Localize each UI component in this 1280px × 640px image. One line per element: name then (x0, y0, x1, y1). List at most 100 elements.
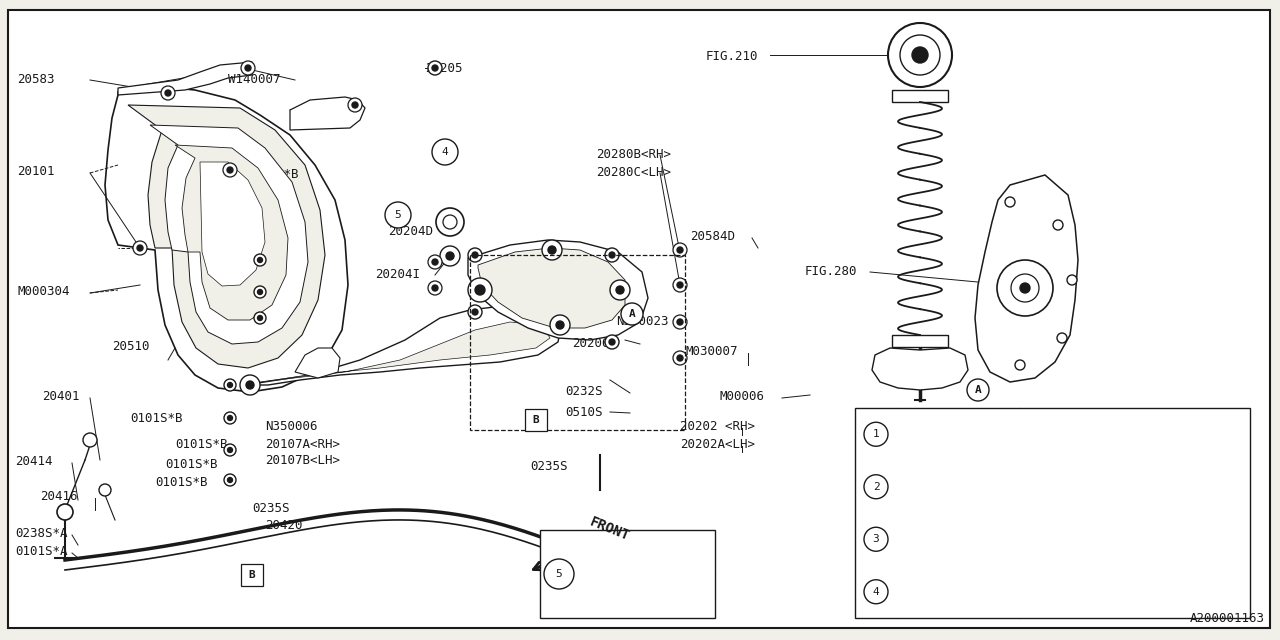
Text: B: B (532, 415, 539, 425)
Text: M00006: M00006 (719, 390, 765, 403)
Text: 20202A<LH>: 20202A<LH> (680, 438, 755, 451)
Polygon shape (468, 240, 648, 340)
Circle shape (1057, 333, 1068, 343)
Circle shape (609, 252, 614, 258)
Text: 20578H: 20578H (902, 467, 945, 480)
Text: 20206: 20206 (572, 337, 609, 350)
Text: 20280C<LH>: 20280C<LH> (596, 166, 671, 179)
Circle shape (472, 309, 477, 315)
Polygon shape (105, 88, 348, 392)
Polygon shape (294, 348, 340, 378)
Circle shape (224, 444, 236, 456)
Circle shape (673, 315, 687, 329)
Circle shape (224, 412, 236, 424)
Text: W140007: W140007 (228, 73, 280, 86)
Polygon shape (477, 248, 625, 328)
Polygon shape (128, 105, 325, 368)
Circle shape (611, 280, 630, 300)
Circle shape (228, 415, 233, 420)
Text: 0101S*B: 0101S*B (131, 412, 183, 425)
Circle shape (58, 504, 73, 520)
Text: 0238S*B: 0238S*B (246, 168, 298, 181)
Text: M660038: M660038 (902, 441, 952, 454)
Circle shape (1005, 197, 1015, 207)
Text: 20107B<LH>: 20107B<LH> (265, 454, 340, 467)
Text: ( -0712): ( -0712) (1188, 415, 1245, 428)
Circle shape (433, 65, 438, 71)
Circle shape (436, 208, 465, 236)
Circle shape (257, 289, 262, 294)
Text: ( -0902): ( -0902) (654, 545, 710, 559)
Circle shape (888, 23, 952, 87)
Text: 0101S*B: 0101S*B (165, 458, 218, 471)
Text: (0902- ): (0902- ) (1188, 598, 1245, 611)
Circle shape (241, 375, 260, 395)
Bar (892, 335, 948, 347)
Circle shape (609, 339, 614, 345)
Text: 0101S*B: 0101S*B (175, 438, 228, 451)
Circle shape (428, 255, 442, 269)
Circle shape (99, 484, 111, 496)
Circle shape (1053, 220, 1062, 230)
Circle shape (433, 285, 438, 291)
Bar (241, 564, 262, 586)
Text: (0712- ): (0712- ) (1188, 493, 1245, 506)
Circle shape (911, 47, 928, 63)
Circle shape (227, 167, 233, 173)
Text: 0510S: 0510S (564, 406, 603, 419)
Circle shape (246, 381, 253, 389)
Text: 0238S*A: 0238S*A (15, 527, 68, 540)
Text: N350006: N350006 (265, 420, 317, 433)
Circle shape (1011, 274, 1039, 302)
Text: FIG.210: FIG.210 (707, 50, 759, 63)
Circle shape (475, 285, 485, 295)
Text: 0101S*A: 0101S*A (15, 545, 68, 558)
Circle shape (348, 98, 362, 112)
Circle shape (161, 86, 175, 100)
Circle shape (677, 282, 684, 288)
Circle shape (241, 61, 255, 75)
Circle shape (433, 259, 438, 265)
Polygon shape (175, 145, 288, 320)
Circle shape (677, 355, 684, 361)
Circle shape (864, 422, 888, 446)
Circle shape (228, 477, 233, 483)
Text: ( -0712): ( -0712) (1188, 520, 1245, 532)
Text: 3: 3 (873, 534, 879, 544)
Circle shape (253, 254, 266, 266)
Polygon shape (244, 305, 562, 385)
Circle shape (556, 321, 564, 329)
Text: N380008: N380008 (902, 546, 952, 559)
Text: M000334: M000334 (902, 493, 952, 506)
Text: (0712- ): (0712- ) (1188, 546, 1245, 559)
Circle shape (864, 475, 888, 499)
Text: M660036: M660036 (902, 415, 952, 428)
Circle shape (966, 379, 989, 401)
Polygon shape (200, 162, 265, 286)
Circle shape (223, 163, 237, 177)
Circle shape (472, 252, 477, 258)
Text: 0235S: 0235S (530, 460, 567, 473)
Text: 20280B<RH>: 20280B<RH> (596, 148, 671, 161)
Text: 4: 4 (442, 147, 448, 157)
Circle shape (550, 315, 570, 335)
Circle shape (83, 433, 97, 447)
Bar (892, 90, 948, 102)
Circle shape (673, 243, 687, 257)
Polygon shape (260, 322, 550, 382)
Circle shape (673, 351, 687, 365)
Circle shape (1068, 275, 1076, 285)
Circle shape (548, 246, 556, 254)
Text: 20420: 20420 (265, 519, 302, 532)
Circle shape (673, 278, 687, 292)
Text: 20416: 20416 (40, 490, 78, 503)
Text: FIG.280: FIG.280 (805, 265, 858, 278)
Circle shape (468, 248, 483, 262)
Text: 20204D: 20204D (388, 225, 433, 238)
Circle shape (428, 281, 442, 295)
Text: A: A (974, 385, 982, 395)
Circle shape (1020, 283, 1030, 293)
Text: ( -0712): ( -0712) (1188, 467, 1245, 480)
Circle shape (864, 527, 888, 551)
Circle shape (468, 305, 483, 319)
